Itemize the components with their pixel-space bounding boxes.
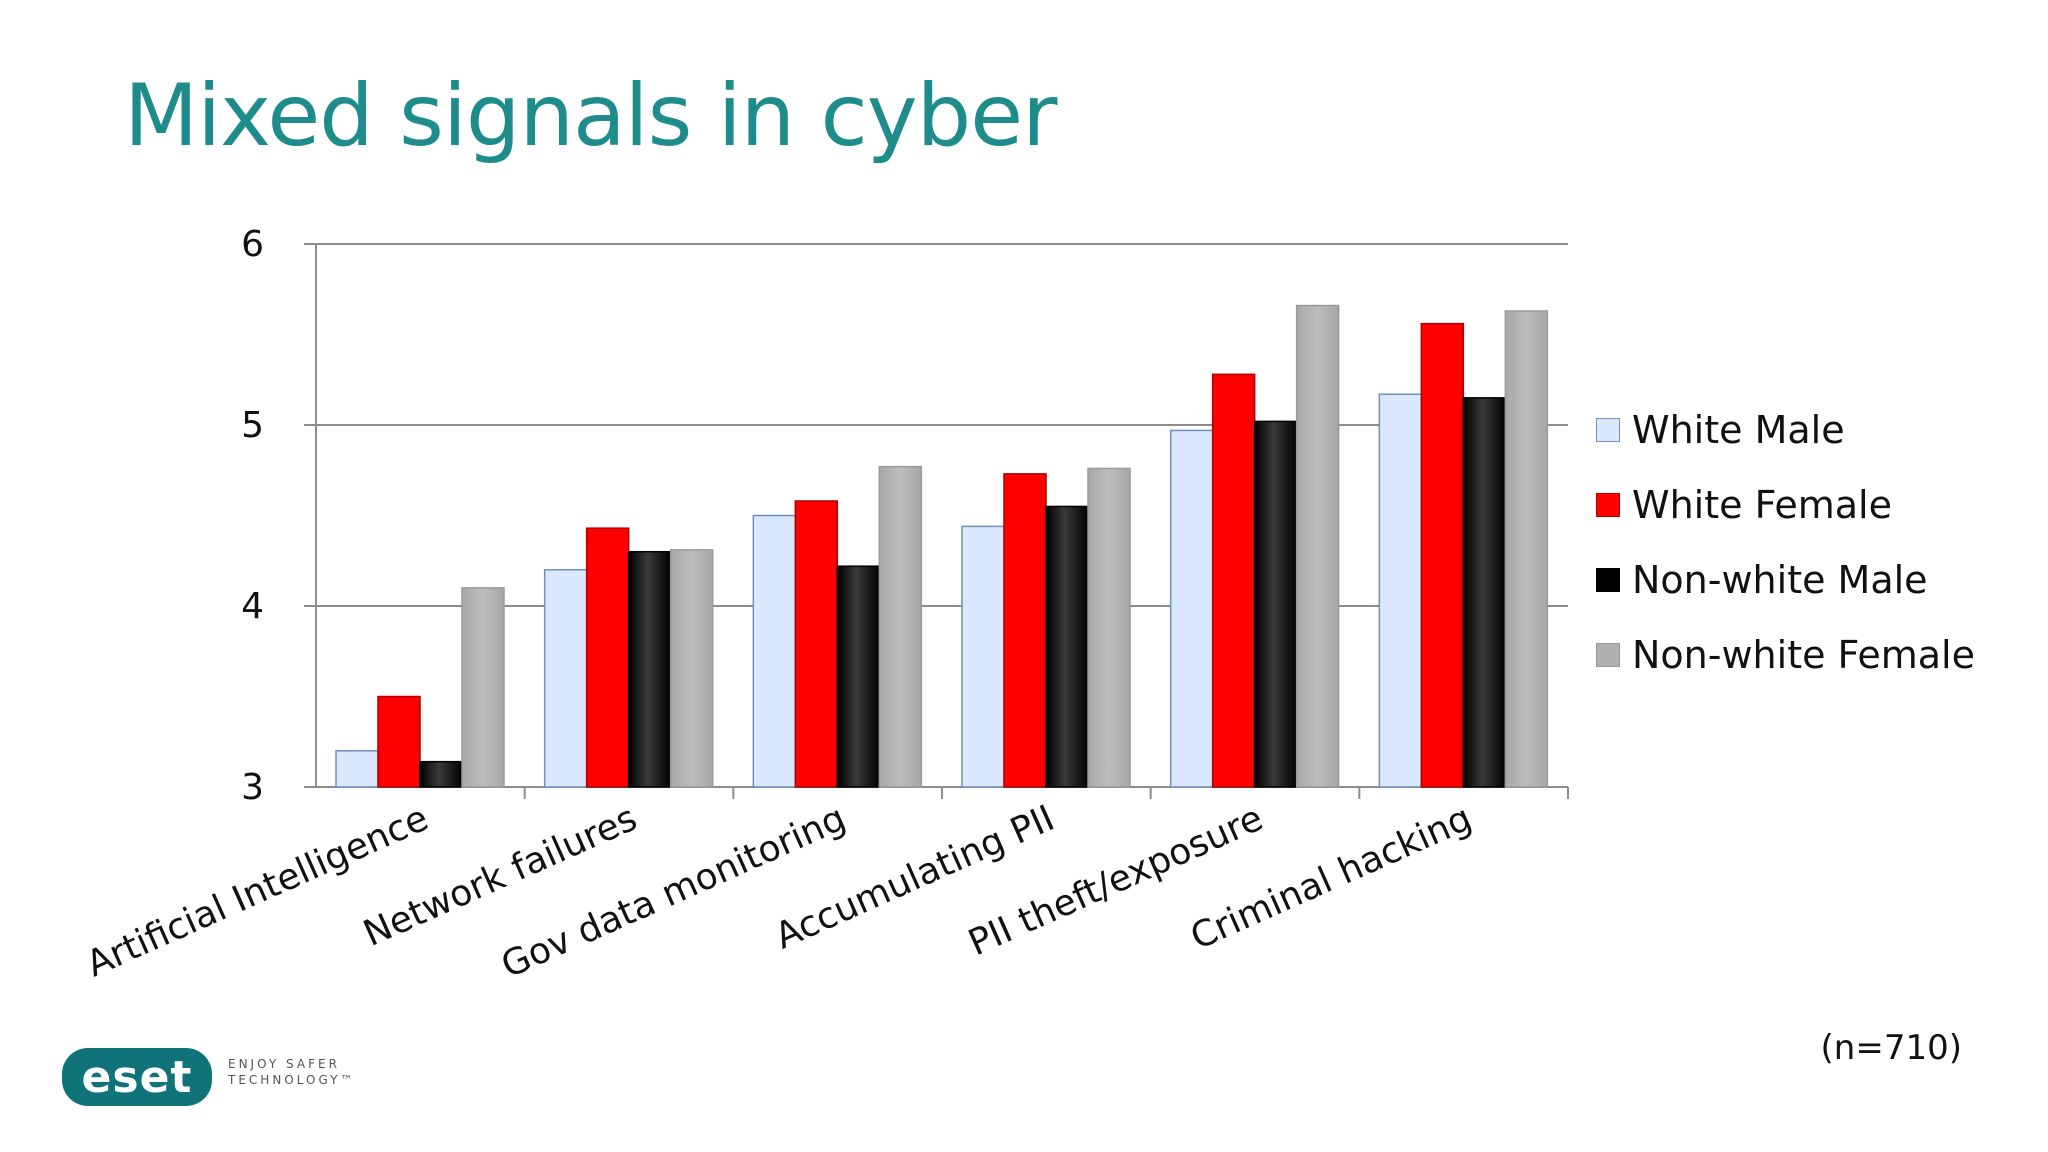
x-tick-label-0: Artificial Intelligence xyxy=(81,798,435,986)
bar-white-male-0 xyxy=(335,750,379,788)
bar-white-male-1 xyxy=(543,569,588,788)
legend-item-white-female: White Female xyxy=(1596,467,1975,542)
sample-size-note: (n=710) xyxy=(1820,1028,1962,1068)
bar-non-white-male-0 xyxy=(419,760,463,788)
bar-white-male-5 xyxy=(1378,393,1423,788)
bar-non-white-male-4 xyxy=(1253,420,1298,788)
eset-tagline: ENJOY SAFER TECHNOLOGY™ xyxy=(228,1056,355,1088)
legend-item-white-male: White Male xyxy=(1596,392,1975,467)
legend-swatch-white-male xyxy=(1596,417,1620,442)
legend-label-white-female: White Female xyxy=(1632,482,1892,527)
y-tick-label-4: 4 xyxy=(241,586,264,627)
bar-white-female-0 xyxy=(377,695,421,788)
legend-item-nonwhite-female: Non-white Female xyxy=(1596,617,1975,692)
bar-non-white-female-5 xyxy=(1504,310,1549,788)
bar-non-white-female-0 xyxy=(461,587,505,788)
bar-non-white-male-1 xyxy=(627,550,672,788)
tagline-line-1: ENJOY SAFER xyxy=(228,1057,340,1071)
chart-legend: White Male White Female Non-white Male N… xyxy=(1596,392,1975,692)
legend-item-nonwhite-male: Non-white Male xyxy=(1596,542,1975,617)
legend-label-nonwhite-male: Non-white Male xyxy=(1632,557,1928,602)
bar-white-female-1 xyxy=(585,527,630,788)
bar-white-female-3 xyxy=(1003,473,1047,788)
x-tick-label-2: Gov data monitoring xyxy=(495,798,851,987)
tagline-line-2: TECHNOLOGY™ xyxy=(228,1073,356,1087)
legend-swatch-nonwhite-male xyxy=(1596,567,1620,592)
legend-swatch-nonwhite-female xyxy=(1596,642,1620,667)
y-tick-label-5: 5 xyxy=(241,405,264,446)
eset-logo: eset xyxy=(62,1048,212,1106)
y-tick-label-3: 3 xyxy=(241,767,264,808)
bar-non-white-female-3 xyxy=(1087,467,1131,788)
legend-label-nonwhite-female: Non-white Female xyxy=(1632,632,1975,677)
bar-white-female-4 xyxy=(1211,373,1256,788)
bar-non-white-female-4 xyxy=(1295,304,1340,788)
bar-non-white-male-5 xyxy=(1462,397,1507,788)
bar-non-white-female-2 xyxy=(878,465,923,788)
bar-white-female-5 xyxy=(1420,322,1465,788)
bar-white-male-3 xyxy=(961,525,1005,788)
bar-non-white-male-3 xyxy=(1045,505,1089,788)
bar-white-female-2 xyxy=(794,500,839,788)
bar-non-white-female-1 xyxy=(669,549,714,788)
bar-non-white-male-2 xyxy=(836,565,881,788)
bar-white-male-2 xyxy=(752,514,797,788)
bar-white-male-4 xyxy=(1169,429,1214,788)
y-tick-label-6: 6 xyxy=(241,224,264,265)
legend-label-white-male: White Male xyxy=(1632,407,1845,452)
slide-title: Mixed signals in cyber xyxy=(124,66,1057,166)
legend-swatch-white-female xyxy=(1596,492,1620,517)
